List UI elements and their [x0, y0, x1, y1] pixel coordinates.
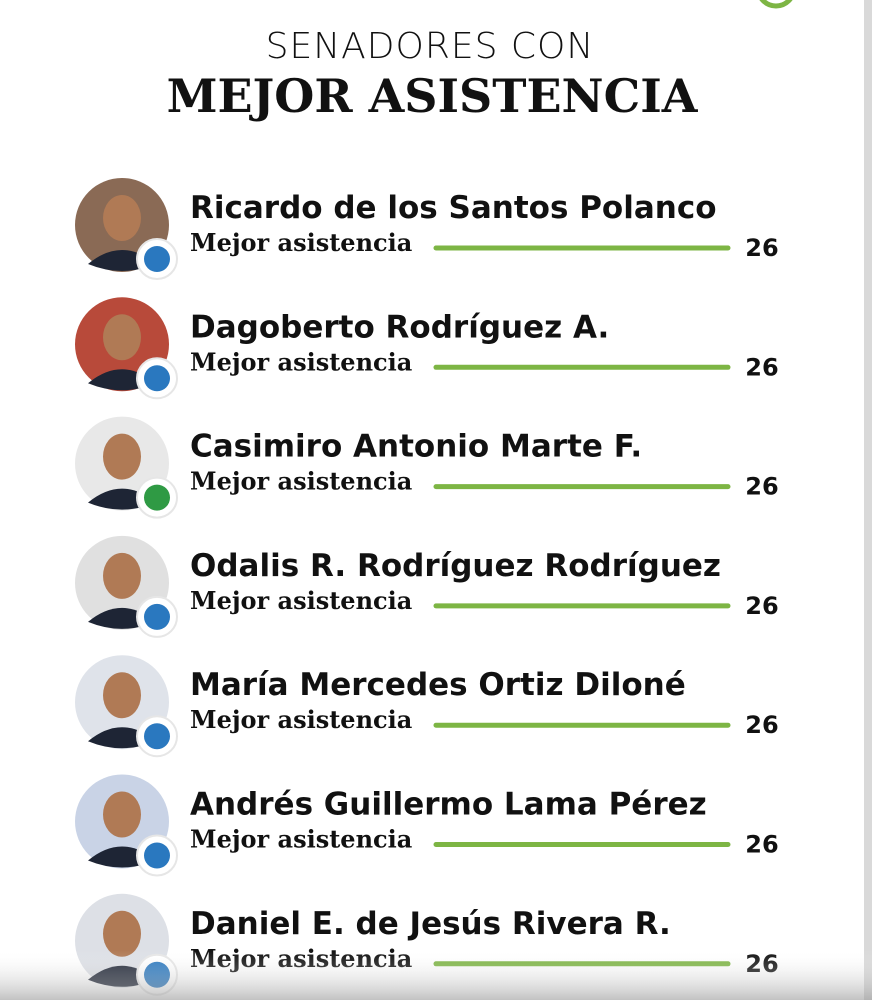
- senator-name: Odalis R. Rodríguez Rodríguez: [190, 548, 721, 584]
- avatar-face: [103, 314, 141, 361]
- right-edge: [864, 0, 872, 1000]
- senator-name: María Mercedes Ortiz Diloné: [190, 667, 686, 703]
- attendance-label: Mejor asistencia: [190, 228, 412, 257]
- party-badge-inner: [144, 842, 170, 869]
- avatar-face: [103, 910, 141, 957]
- attendance-label: Mejor asistencia: [190, 347, 412, 376]
- attendance-value: 26: [745, 711, 778, 739]
- attendance-label: Mejor asistencia: [190, 705, 412, 734]
- corner-accent: [759, 0, 793, 9]
- senator-name: Dagoberto Rodríguez A.: [190, 309, 609, 345]
- avatar-face: [103, 433, 141, 480]
- attendance-label: Mejor asistencia: [190, 586, 412, 615]
- attendance-value: 26: [745, 831, 778, 859]
- title-line2: MEJOR ASISTENCIA: [167, 69, 699, 123]
- party-badge-inner: [144, 603, 170, 630]
- attendance-value: 26: [745, 353, 778, 381]
- avatar-face: [103, 552, 141, 599]
- senator-name: Casimiro Antonio Marte F.: [190, 429, 642, 465]
- attendance-label: Mejor asistencia: [190, 825, 412, 854]
- party-badge-inner: [144, 723, 170, 750]
- avatar-face: [103, 195, 141, 241]
- senator-name: Andrés Guillermo Lama Pérez: [190, 787, 707, 823]
- attendance-value: 26: [745, 473, 778, 501]
- party-badge-inner: [144, 484, 170, 511]
- senator-row: Casimiro Antonio Marte F.Mejor asistenci…: [75, 416, 779, 519]
- title-line1: SENADORES CON: [266, 26, 595, 67]
- party-badge-inner: [144, 365, 170, 392]
- avatar-face: [103, 672, 141, 719]
- attendance-label: Mejor asistencia: [190, 467, 412, 496]
- bottom-fade: [0, 950, 872, 1000]
- senator-name: Daniel E. de Jesús Rivera R.: [190, 906, 671, 942]
- attendance-value: 26: [745, 234, 778, 262]
- avatar-face: [103, 791, 141, 838]
- senator-row: Dagoberto Rodríguez A.Mejor asistencia 26: [75, 297, 779, 400]
- party-badge-inner: [144, 246, 170, 272]
- attendance-value: 26: [745, 592, 778, 620]
- senator-name: Ricardo de los Santos Polanco: [190, 190, 717, 226]
